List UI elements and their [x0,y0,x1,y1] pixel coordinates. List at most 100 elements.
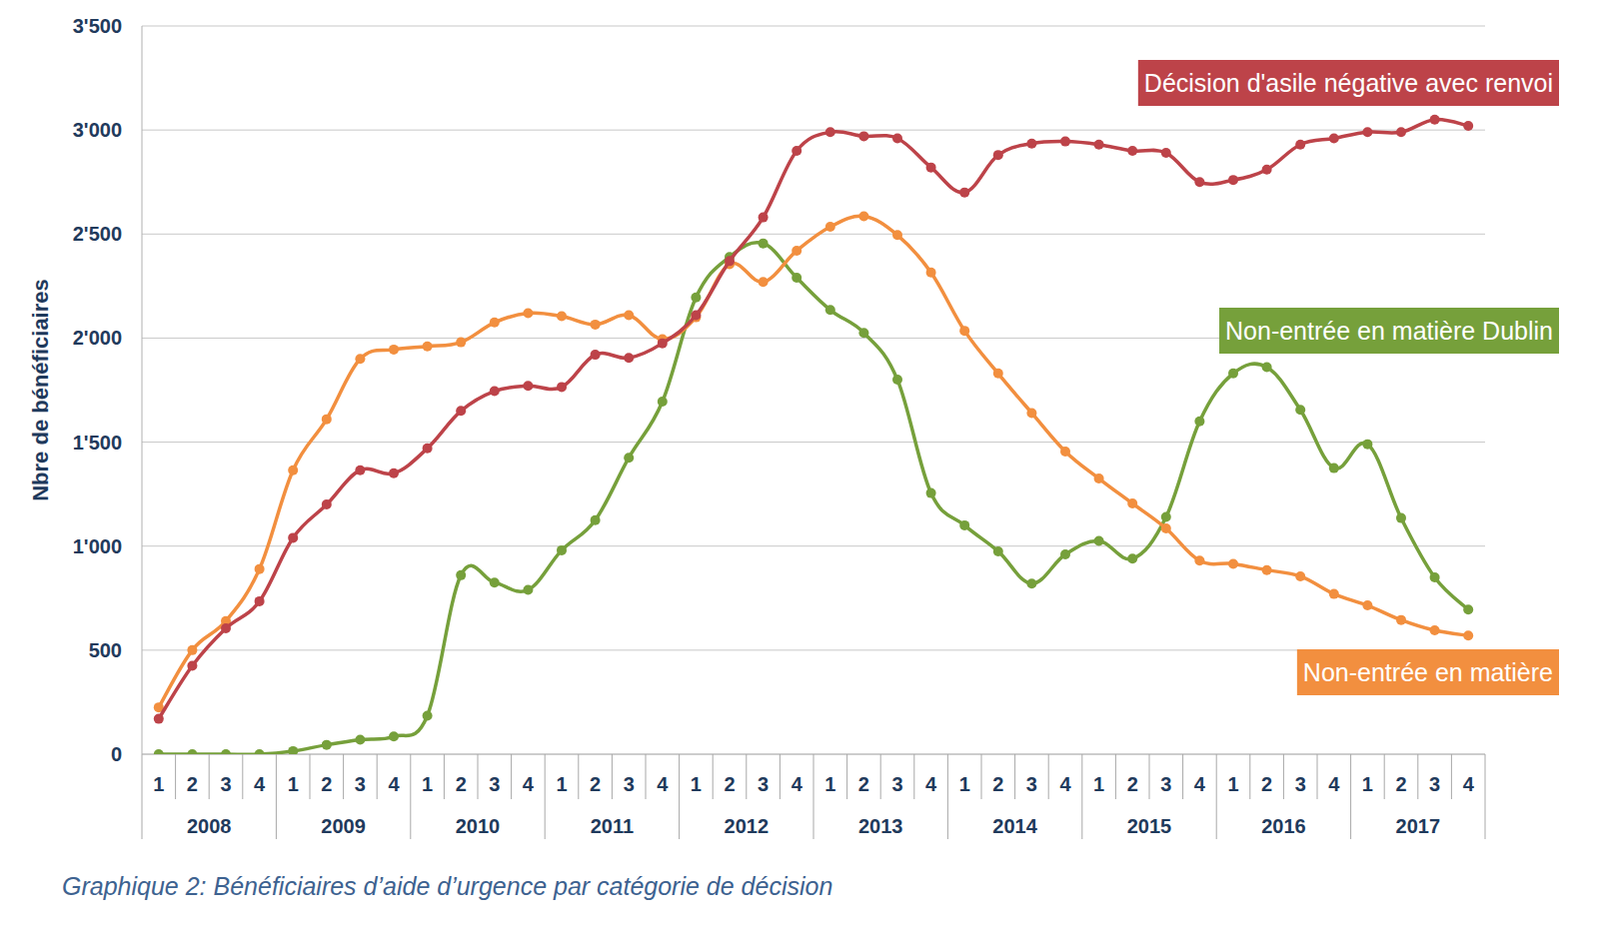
series-marker [892,132,903,143]
x-tick-separator [342,754,344,800]
series-marker [388,731,399,742]
series-marker [489,317,500,328]
chart-title: Graphique 2: Bénéficiaires d’aide d’urge… [61,872,833,901]
x-tick-label: 1 [1362,773,1374,796]
x-tick-separator [1014,754,1016,800]
x-tick-label: 3 [757,773,769,796]
x-group-label: 2016 [1261,815,1307,838]
series-marker [724,255,735,266]
series-marker [556,545,567,556]
series-marker [1329,132,1340,143]
series-marker [791,245,802,256]
series-marker [186,660,197,671]
series-marker [1161,523,1172,534]
x-tick-separator [1149,754,1151,800]
series-marker [1161,147,1172,158]
series-marker [1463,630,1474,641]
x-tick-label: 4 [1059,773,1072,796]
series-marker [623,310,634,321]
series-marker [1194,416,1205,427]
series-marker [758,238,769,249]
y-tick-label: 500 [88,639,122,662]
x-tick-separator [947,754,949,840]
x-tick-label: 3 [488,773,500,796]
series-marker [758,212,769,223]
series-marker [186,749,197,755]
series-marker [892,229,903,240]
y-tick-label: 3'500 [72,14,122,37]
series-marker [1228,368,1239,379]
x-tick-separator [275,754,277,840]
series-marker [825,221,836,232]
x-tick-separator [544,754,546,840]
x-tick-separator [880,754,882,800]
series-marker [1228,558,1239,569]
x-group-label: 2009 [320,815,366,838]
x-tick-separator [1048,754,1050,800]
series-marker [1295,139,1306,150]
series-marker [522,380,533,391]
grid-line [141,233,1486,235]
x-tick-label: 1 [555,773,567,796]
series-marker [254,564,265,575]
x-tick-label: 4 [925,773,938,796]
series-marker [1262,565,1273,576]
x-tick-label: 1 [1093,773,1105,796]
series-marker [791,272,802,283]
series-marker [321,414,332,425]
series-marker [1127,145,1138,156]
x-tick-label: 3 [891,773,903,796]
series-marker [858,211,869,222]
x-tick-label: 4 [253,773,266,796]
x-tick-label: 2 [992,773,1004,796]
y-axis-line [141,25,143,755]
series-marker [354,353,365,364]
series-marker [1295,571,1306,582]
x-tick-label: 1 [1227,773,1239,796]
x-tick-label: 2 [186,773,198,796]
series-marker [623,452,634,463]
series-marker [590,349,601,360]
x-tick-separator [141,754,143,840]
series-marker [1329,463,1340,474]
x-tick-separator [1451,754,1453,800]
x-tick-label: 1 [824,773,836,796]
series-marker [455,570,466,581]
series-marker [1463,120,1474,131]
series-label: Non-entrée en matière [1297,649,1560,696]
series-marker [825,304,836,315]
series-marker [1295,404,1306,415]
series-marker [1228,174,1239,185]
series-marker [556,311,567,322]
series-marker [959,187,970,198]
series-marker [422,710,433,721]
series-marker [287,746,298,755]
x-tick-label: 2 [1395,773,1407,796]
series-marker [1362,126,1373,137]
x-tick-label: 1 [959,773,971,796]
series-label: Décision d'asile négative avec renvoi [1138,59,1560,106]
x-tick-label: 2 [1127,773,1139,796]
x-tick-label: 4 [522,773,535,796]
series-marker [623,352,634,363]
x-tick-label: 1 [287,773,299,796]
series-marker [1127,498,1138,509]
x-tick-separator [376,754,378,800]
series-marker [1094,473,1105,484]
x-group-label: 2017 [1396,815,1442,838]
x-tick-separator [913,754,915,800]
x-tick-label: 3 [354,773,366,796]
series-marker [489,386,500,397]
x-tick-label: 2 [589,773,601,796]
series-marker [926,162,937,173]
series-marker [825,126,836,137]
grid-line [141,545,1486,547]
series-marker [1026,578,1037,589]
x-tick-label: 3 [1160,773,1172,796]
x-tick-separator [577,754,579,800]
x-tick-separator [443,754,445,800]
series-marker [657,338,668,349]
x-tick-label: 3 [1429,773,1441,796]
series-marker [1026,138,1037,149]
series-marker [1396,513,1407,524]
